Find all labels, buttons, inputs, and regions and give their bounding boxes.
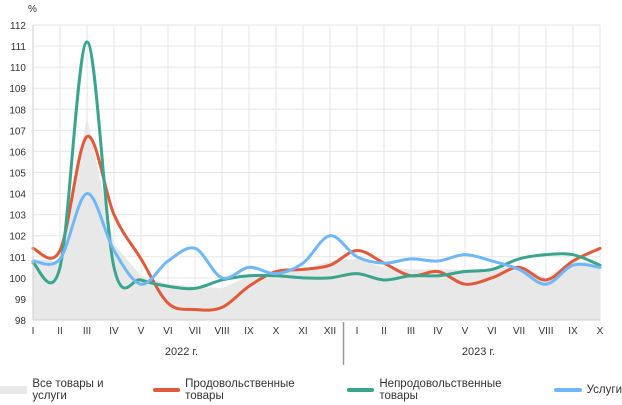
series-line-3	[31, 192, 602, 286]
legend-item: Все товары и услуги	[0, 378, 139, 402]
legend: Все товары и услуги Продовольственные тов…	[0, 378, 622, 402]
y-tick-label: 98	[15, 316, 27, 327]
x-tick-label: X	[597, 326, 604, 337]
year-label: 2022 г.	[165, 346, 198, 358]
y-tick-label: 104	[9, 190, 26, 201]
x-tick-label: VI	[487, 326, 496, 337]
y-tick-label: 99	[15, 295, 27, 306]
legend-label: Все товары и услуги	[32, 378, 104, 402]
legend-swatch	[553, 388, 582, 392]
y-unit-label: %	[28, 4, 37, 15]
legend-label: Услуги	[586, 384, 622, 396]
x-tick-label: X	[273, 326, 280, 337]
x-tick-label: I	[356, 326, 359, 337]
legend-item: Услуги	[553, 378, 622, 402]
x-tick-label: IV	[109, 326, 119, 337]
x-tick-label: VII	[189, 326, 201, 337]
x-tick-label: IX	[568, 326, 578, 337]
y-tick-label: 112	[10, 21, 26, 32]
legend-item: Продовольственные товары	[152, 378, 333, 402]
x-tick-label: II	[381, 326, 387, 337]
x-tick-label: XII	[324, 326, 336, 337]
y-tick-label: 109	[9, 84, 26, 95]
year-label: 2023 г.	[462, 346, 495, 358]
y-tick-label: 106	[9, 147, 26, 158]
y-tick-label: 108	[9, 105, 26, 116]
x-tick-label: VIII	[214, 326, 229, 337]
x-tick-label: IV	[433, 326, 443, 337]
y-tick-label: 102	[9, 232, 26, 243]
y-tick-label: 103	[9, 211, 26, 222]
legend-label: Непродовольственные товары	[379, 378, 502, 402]
legend-item: Непродовольственные товары	[347, 378, 540, 402]
legend-swatch	[152, 388, 181, 392]
x-tick-label: I	[32, 326, 35, 337]
y-tick-label: 107	[9, 126, 26, 137]
x-tick-label: IX	[244, 326, 254, 337]
x-tick-label: VI	[163, 326, 172, 337]
y-tick-label: 105	[9, 169, 26, 180]
x-tick-label: II	[57, 326, 63, 337]
x-tick-label: XI	[298, 326, 307, 337]
series-line-2	[31, 40, 602, 291]
legend-swatch	[347, 388, 375, 392]
series-area-all	[33, 117, 600, 320]
x-tick-label: VII	[513, 326, 525, 337]
y-tick-label: 100	[9, 274, 26, 285]
y-tick-label: 110	[10, 63, 26, 74]
chart-plot: 98 99 100 101 102 103 104 105 106 107 108 109 110 111…	[9, 4, 604, 365]
y-tick-label: 111	[11, 42, 27, 53]
x-tick-label: V	[138, 326, 145, 337]
legend-swatch	[0, 386, 28, 394]
x-tick-label: III	[83, 326, 91, 337]
x-tick-label: III	[407, 326, 415, 337]
series-line-1	[31, 135, 602, 312]
x-tick-label: VIII	[538, 326, 553, 337]
legend-label: Продовольственные товары	[185, 378, 295, 402]
x-tick-label: V	[462, 326, 469, 337]
y-tick-label: 101	[9, 253, 26, 264]
